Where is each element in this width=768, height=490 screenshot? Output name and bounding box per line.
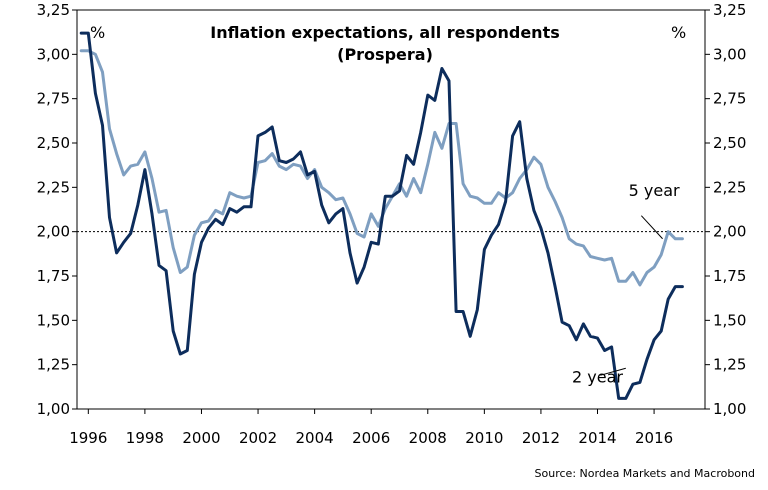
- y-tick-label-right: 3,25: [713, 1, 746, 19]
- y-tick-label-right: 2,75: [713, 90, 746, 108]
- y-tick-label-right: 2,50: [713, 134, 746, 152]
- annotation-2-year: 2 year: [572, 367, 623, 386]
- annotation-connector-5-year: [640, 215, 663, 240]
- y-tick-label-left: 2,75: [37, 90, 70, 108]
- series-layer: [79, 31, 684, 400]
- y-tick-label-left: 1,50: [37, 311, 70, 329]
- x-tick-label: 2000: [182, 429, 220, 447]
- chart-title-line2: (Prospera): [337, 45, 433, 64]
- y-tick-label-right: 1,75: [713, 267, 746, 285]
- y-tick-label-left: 1,75: [37, 267, 70, 285]
- source-note: Source: Nordea Markets and Macrobond: [535, 467, 755, 480]
- y-tick-label-left: 2,50: [37, 134, 70, 152]
- annotation-5-year: 5 year: [629, 181, 680, 200]
- y-axis-right: 1,00 1,25 1,50 1,75 2,00 2,25 2,50 2,75 3,00 3,25: [705, 1, 746, 418]
- y-tick-label-right: 1,25: [713, 356, 746, 374]
- x-tick-label: 2006: [352, 429, 390, 447]
- x-tick-label: 2012: [522, 429, 560, 447]
- x-tick-label: 2014: [578, 429, 616, 447]
- unit-right: %: [671, 23, 686, 42]
- unit-left: %: [90, 23, 105, 42]
- annotations: 5 year 2 year: [572, 181, 680, 386]
- y-tick-label-right: 2,00: [713, 223, 746, 241]
- x-tick-label: 2008: [409, 429, 447, 447]
- series-line-2-year: [79, 31, 684, 400]
- y-tick-label-right: 1,00: [713, 400, 746, 418]
- y-tick-label-left: 1,25: [37, 356, 70, 374]
- x-tick-label: 2016: [635, 429, 673, 447]
- y-tick-label-left: 3,00: [37, 45, 70, 63]
- chart-title-line1: Inflation expectations, all respondents: [210, 23, 559, 42]
- y-tick-label-left: 1,00: [37, 400, 70, 418]
- y-tick-label-left: 2,00: [37, 223, 70, 241]
- x-tick-label: 1998: [126, 429, 164, 447]
- x-axis: 1996 1998 2000 2002 2004 2006 2008 2010 2012 2014…: [69, 409, 673, 447]
- x-tick-label: 2010: [465, 429, 503, 447]
- x-tick-label: 1996: [69, 429, 107, 447]
- annotation-connector-2-year: [600, 367, 626, 376]
- x-tick-label: 2002: [239, 429, 277, 447]
- y-tick-label-right: 2,25: [713, 178, 746, 196]
- y-axis-left: 1,00 1,25 1,50 1,75 2,00 2,25 2,50 2,75 3,00 3,25: [37, 1, 77, 418]
- y-tick-label-right: 1,50: [713, 311, 746, 329]
- y-tick-label-right: 3,00: [713, 45, 746, 63]
- y-tick-label-left: 2,25: [37, 178, 70, 196]
- x-tick-label: 2004: [296, 429, 334, 447]
- y-tick-label-left: 3,25: [37, 1, 70, 19]
